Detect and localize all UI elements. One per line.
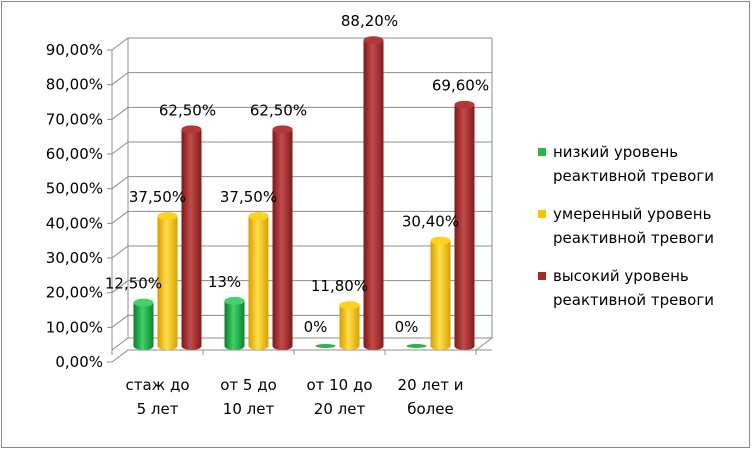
legend-swatch [538,148,546,156]
x-tick-label: стаж до 5 лет [125,376,189,418]
bar-zero [406,344,427,348]
bar-top [133,298,154,307]
bar [363,40,384,351]
bar-top [224,296,245,305]
bar-top [248,212,269,220]
y-tick-label: 40,00% [46,214,103,232]
legend-label: умеренный уровень реактивной тревоги [553,205,714,247]
data-label: 37,50% [220,188,277,206]
gridline [111,176,492,190]
data-label: 69,60% [432,77,489,95]
bar-zero [315,344,336,348]
bar-top [181,125,202,134]
bar [454,104,475,350]
bar [181,129,202,350]
data-label: 0% [395,318,419,336]
y-tick-label: 10,00% [46,318,103,336]
legend-label: высокий уровень реактивной тревоги [553,267,714,309]
bar [157,216,178,350]
data-label: 62,50% [250,101,307,119]
data-label: 62,50% [159,101,216,119]
bar [133,302,154,350]
bar-top [157,212,178,220]
data-label: 0% [304,318,328,336]
data-label: 88,20% [341,12,398,30]
data-label: 12,50% [105,275,162,293]
chart-data-labels: 12,50% 13% 0% 0% 37,50% 37,50% 11,80% 30,40% 62,… [105,12,489,336]
x-tick-label: от 5 до 10 лет [220,376,277,418]
bar [248,216,269,350]
bar-top [454,100,475,109]
legend-swatch [538,272,546,280]
y-tick-label: 50,00% [46,180,103,198]
y-tick-label: 30,00% [46,249,103,267]
bar [339,305,360,350]
y-tick-label: 0,00% [55,353,103,371]
y-tick-label: 90,00% [46,41,103,59]
gridline [111,141,492,155]
data-label: 37,50% [129,188,186,206]
bar-top [339,301,360,310]
x-tick-label: 20 лет и более [398,376,464,418]
x-tick-label: от 10 до 20 лет [306,376,372,418]
gridline [111,349,492,363]
chart-floor [111,337,494,351]
bar-top [363,36,384,45]
y-tick-label: 70,00% [46,110,103,128]
chart-axes: 0,00% 10,00% 20,00% 30,00% 40,00% 50,00% 60,00… [46,37,494,418]
data-label: 13% [208,273,241,291]
y-tick-label: 60,00% [46,145,103,163]
bar-top [272,125,293,134]
data-label: 30,40% [402,213,459,231]
data-label: 11,80% [311,277,368,295]
legend-label: низкий уровень реактивной тревоги [553,143,714,185]
y-tick-label: 20,00% [46,284,103,302]
bar-top [430,236,451,245]
y-tick-label: 80,00% [46,76,103,94]
bar [272,129,293,350]
chart-legend: низкий уровень реактивной тревоги умеренны… [538,143,714,309]
bar [430,240,451,350]
chart-bars [133,36,475,351]
bar [224,300,245,350]
legend-swatch [538,210,546,218]
gridline [111,37,492,51]
